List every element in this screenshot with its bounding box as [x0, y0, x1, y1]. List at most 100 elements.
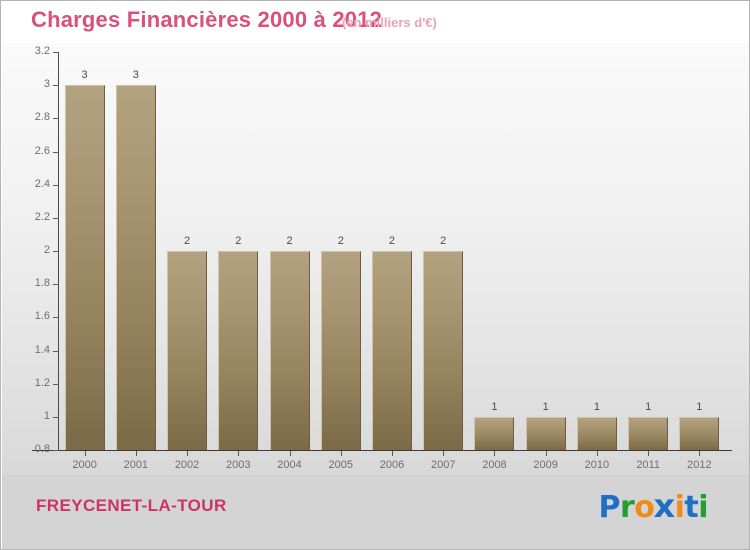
page-title: Charges Financières 2000 à 2012	[31, 7, 383, 32]
x-axis-tick	[494, 451, 496, 456]
bar-slot: 3	[115, 52, 156, 450]
y-axis-tick	[53, 118, 59, 120]
x-axis-tick-label: 2011	[636, 459, 660, 471]
chart-footer: FREYCENET-LA-TOUR Proxiti	[2, 475, 749, 549]
bar-value-label: 2	[235, 235, 242, 247]
logo-letter: i	[698, 490, 708, 525]
x-axis-tick	[187, 451, 189, 456]
bar[interactable]	[474, 416, 515, 450]
chart-units-subtitle: (en milliers d'€)	[342, 15, 437, 30]
commune-name-label: FREYCENET-LA-TOUR	[36, 496, 227, 515]
bar[interactable]	[320, 251, 361, 450]
y-axis-tick-label: 2.4	[34, 177, 50, 190]
bar-slot: 1	[679, 52, 720, 450]
proxiti-logo[interactable]: Proxiti	[599, 487, 709, 525]
logo-letter: x	[653, 487, 676, 525]
y-axis-tick	[53, 383, 59, 385]
bar-value-label: 2	[184, 235, 191, 247]
x-axis-tick	[596, 451, 598, 456]
bar[interactable]	[372, 251, 412, 450]
x-axis-tick-label: 2001	[123, 459, 149, 471]
y-axis-tick	[53, 151, 59, 153]
bar[interactable]	[218, 251, 259, 450]
bar-value-label: 1	[593, 400, 600, 413]
y-axis-tick-label: 1.6	[34, 310, 50, 323]
chart-header: Charges Financières 2000 à 2012 (en mill…	[1, 1, 749, 43]
x-axis-tick	[699, 451, 701, 456]
y-axis-tick-label: 2.2	[34, 210, 50, 223]
logo-letter: P	[598, 490, 621, 525]
y-axis-tick-label: 2	[43, 244, 50, 256]
bar-value-label: 2	[388, 235, 396, 247]
bar[interactable]	[115, 85, 156, 450]
y-axis-tick	[53, 85, 59, 87]
x-axis-tick-label: 2008	[482, 459, 507, 471]
x-axis-tick-label: 2000	[72, 459, 97, 471]
x-axis-tick	[392, 451, 393, 456]
x-axis-tick-label: 2009	[533, 459, 558, 471]
y-axis-tick-label: 1.4	[34, 343, 50, 356]
bar-slot: 2	[372, 52, 412, 450]
bar-slot: 2	[167, 52, 208, 450]
bar-slot: 1	[628, 52, 669, 450]
logo-letter: t	[684, 490, 699, 525]
bar-slot: 1	[474, 52, 515, 450]
x-axis-tick	[545, 451, 547, 456]
bar[interactable]	[269, 251, 310, 450]
bar[interactable]	[525, 416, 566, 450]
y-axis-tick	[53, 217, 59, 219]
bar[interactable]	[628, 416, 669, 450]
y-axis-tick-label: 3.2	[34, 45, 50, 57]
x-axis-tick-label: 2012	[687, 459, 712, 471]
y-axis-tick	[53, 450, 59, 451]
x-axis-tick	[135, 451, 137, 456]
bar-slot: 1	[525, 52, 566, 450]
bar-value-label: 3	[132, 69, 139, 82]
bar-value-label: 3	[81, 69, 88, 82]
x-axis-tick-label: 2004	[277, 459, 302, 471]
chart-plot-region: 0.8 1 1.2 1.4 1.6 1.8 2 2.2 2.4 2.6 2.8 3 3.2 3 3 2 2 2 2…	[2, 43, 749, 475]
y-axis-tick-label: 3	[43, 78, 50, 91]
bar-slot: 2	[423, 52, 464, 450]
bar-slot: 2	[320, 52, 361, 450]
bar-slot: 2	[218, 52, 259, 450]
logo-letter: r	[620, 490, 635, 525]
bar-slot: 3	[64, 52, 105, 450]
y-axis-tick	[53, 251, 59, 252]
x-axis-line	[32, 450, 732, 451]
bar[interactable]	[679, 416, 720, 450]
x-axis-tick	[340, 451, 342, 456]
y-axis-tick-label: 1	[43, 409, 50, 422]
y-axis-tick	[53, 317, 59, 319]
logo-letter: o	[634, 490, 655, 525]
x-axis-tick-label: 2003	[226, 459, 251, 471]
y-axis-tick-label: 1.2	[34, 376, 50, 389]
x-axis-tick	[238, 451, 240, 456]
y-axis-tick	[53, 52, 59, 53]
bar-value-label: 1	[491, 400, 498, 413]
y-axis-tick-label: 2.6	[34, 144, 50, 157]
bar[interactable]	[423, 251, 464, 450]
x-axis-tick	[84, 451, 86, 456]
x-axis-tick-label: 2006	[379, 459, 405, 471]
bar[interactable]	[64, 85, 105, 450]
x-axis-tick-label: 2007	[430, 459, 456, 471]
y-axis-tick	[53, 184, 59, 186]
x-axis-tick	[443, 451, 445, 456]
bar[interactable]	[167, 251, 208, 450]
y-axis-tick	[53, 284, 59, 286]
bar[interactable]	[576, 416, 617, 450]
y-axis-tick	[53, 416, 59, 418]
x-axis-tick-label: 2010	[584, 459, 610, 471]
bar-value-label: 2	[440, 235, 447, 247]
bar-value-label: 1	[542, 400, 549, 413]
x-axis-tick-label: 2005	[328, 459, 353, 471]
plot-area: 3 3 2 2 2 2 2 2 1 1 1 1 1	[59, 52, 725, 450]
bar-value-label: 1	[696, 400, 703, 413]
y-axis-tick-label: 0.8	[34, 443, 50, 455]
bar-value-label: 2	[337, 235, 344, 247]
bar-value-label: 1	[645, 400, 652, 413]
x-axis-tick	[648, 451, 650, 456]
x-axis-tick	[289, 451, 291, 456]
